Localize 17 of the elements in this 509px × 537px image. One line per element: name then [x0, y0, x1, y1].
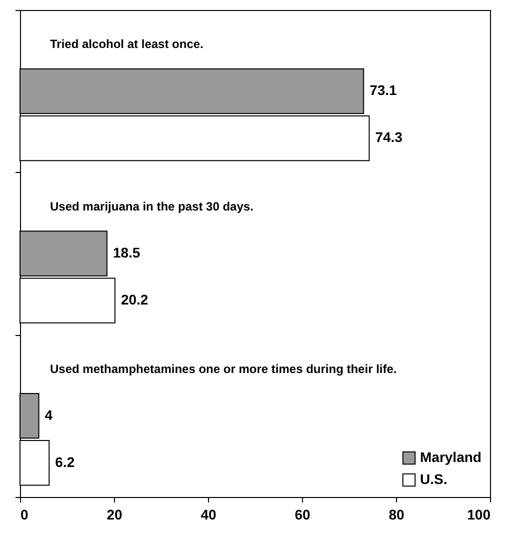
- y-tick-label: Used marijuana in the past 30 days.: [50, 199, 254, 214]
- legend-label: Maryland: [420, 449, 482, 465]
- y-tick-label: Used methamphetamines one or more times during their life.: [50, 362, 397, 376]
- y-tick-label: Tried alcohol at least once.: [50, 37, 204, 52]
- data-label: 18.5: [112, 244, 140, 260]
- x-tick-label: 80: [388, 506, 404, 522]
- data-label: 20.2: [120, 292, 148, 308]
- x-tick-label: 0: [20, 506, 28, 522]
- legend-label: U.S.: [420, 471, 448, 487]
- data-label: 6.2: [55, 454, 75, 470]
- x-tick-label: 20: [106, 506, 122, 522]
- x-tick-label: 60: [294, 506, 310, 522]
- data-label: 73.1: [370, 82, 398, 98]
- data-label: 4: [44, 406, 53, 423]
- x-tick-label: 40: [200, 506, 216, 522]
- data-label: 74.3: [375, 129, 403, 146]
- x-tick-label: 100: [467, 506, 491, 522]
